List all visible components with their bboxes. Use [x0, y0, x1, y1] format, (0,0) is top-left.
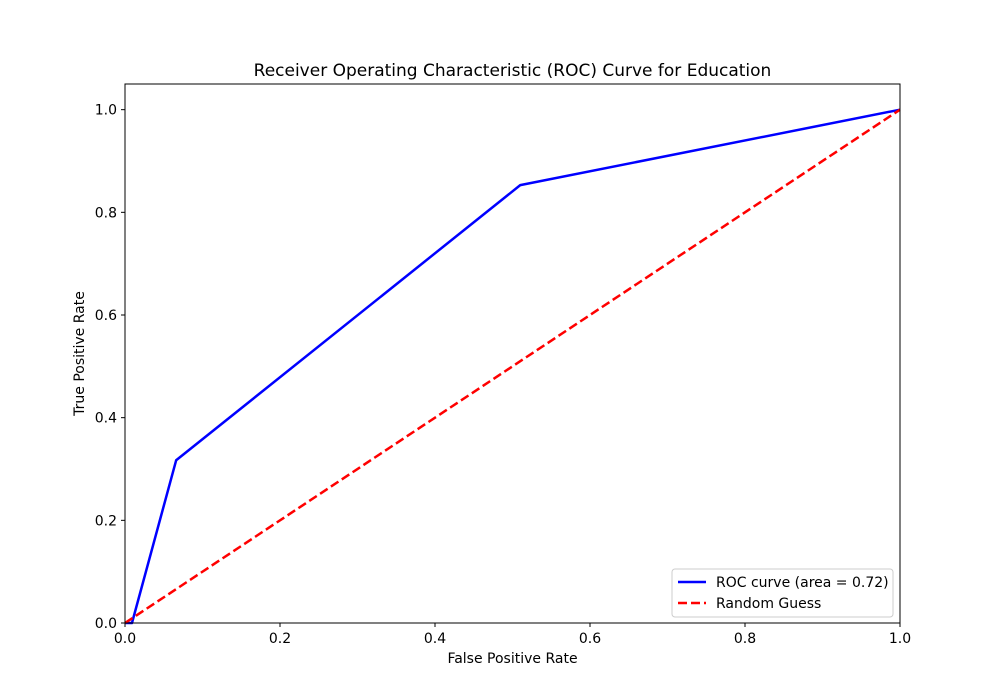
y-axis-label: True Positive Rate [72, 291, 88, 417]
chart-title: Receiver Operating Characteristic (ROC) … [254, 61, 772, 81]
x-axis-label: False Positive Rate [447, 651, 577, 667]
plot-frame [124, 83, 901, 624]
x-tick-label: 0.0 [114, 631, 136, 647]
x-axis-ticks: 0.0 0.2 0.4 0.6 0.8 1.0 [114, 623, 911, 647]
legend-label-random-guess: Random Guess [716, 596, 821, 612]
y-axis-ticks: 0.0 0.2 0.4 0.6 0.8 1.0 [95, 103, 125, 632]
x-tick-label: 0.8 [734, 631, 756, 647]
series-line-random-guess [124, 108, 901, 625]
y-tick-label: 0.8 [95, 205, 117, 221]
legend-box [671, 568, 894, 618]
x-tick-label: 0.2 [269, 631, 291, 647]
y-tick-label: 0.2 [95, 513, 117, 529]
legend: ROC curve (area = 0.72) Random Guess [671, 568, 894, 618]
legend-label-roc-curve: ROC curve (area = 0.72) [716, 575, 889, 591]
y-tick-label: 1.0 [95, 103, 117, 119]
y-tick-label: 0.6 [95, 308, 117, 324]
y-tick-label: 0.4 [95, 411, 117, 427]
x-tick-label: 1.0 [889, 631, 911, 647]
x-tick-label: 0.6 [579, 631, 601, 647]
x-tick-label: 0.4 [424, 631, 446, 647]
y-tick-label: 0.0 [95, 616, 117, 632]
